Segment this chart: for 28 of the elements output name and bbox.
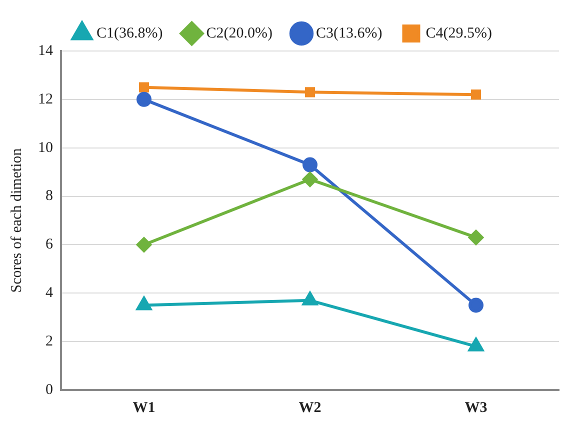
point	[302, 292, 318, 306]
point	[302, 172, 318, 187]
point	[304, 87, 316, 98]
legend-label: C3(13.6%)	[316, 25, 382, 42]
point	[136, 92, 152, 107]
point	[468, 298, 484, 313]
point	[302, 157, 318, 172]
y-tick-label: 4	[46, 285, 54, 302]
y-tick-label: 6	[46, 236, 54, 253]
x-tick-label: W2	[298, 400, 322, 416]
y-tick-label: 14	[38, 42, 54, 59]
point	[468, 230, 484, 245]
y-tick-label: 12	[38, 91, 53, 108]
y-axis-title: Scores of each dimetion	[8, 148, 25, 293]
y-tick-label: 10	[38, 140, 53, 156]
y-tick-label: 0	[46, 382, 53, 398]
point	[468, 338, 484, 352]
legend-label: C1(36.8%)	[96, 25, 163, 42]
legend-label: C4(29.5%)	[426, 25, 492, 42]
legend-label: C2(20.0%)	[206, 25, 273, 42]
y-tick-label: 2	[46, 334, 53, 350]
point	[470, 90, 482, 100]
point	[136, 237, 152, 252]
point	[138, 82, 150, 92]
point	[136, 296, 152, 310]
y-tick-label: 8	[46, 188, 53, 204]
x-tick-label: W1	[132, 400, 156, 416]
x-tick-label: W3	[464, 400, 488, 416]
